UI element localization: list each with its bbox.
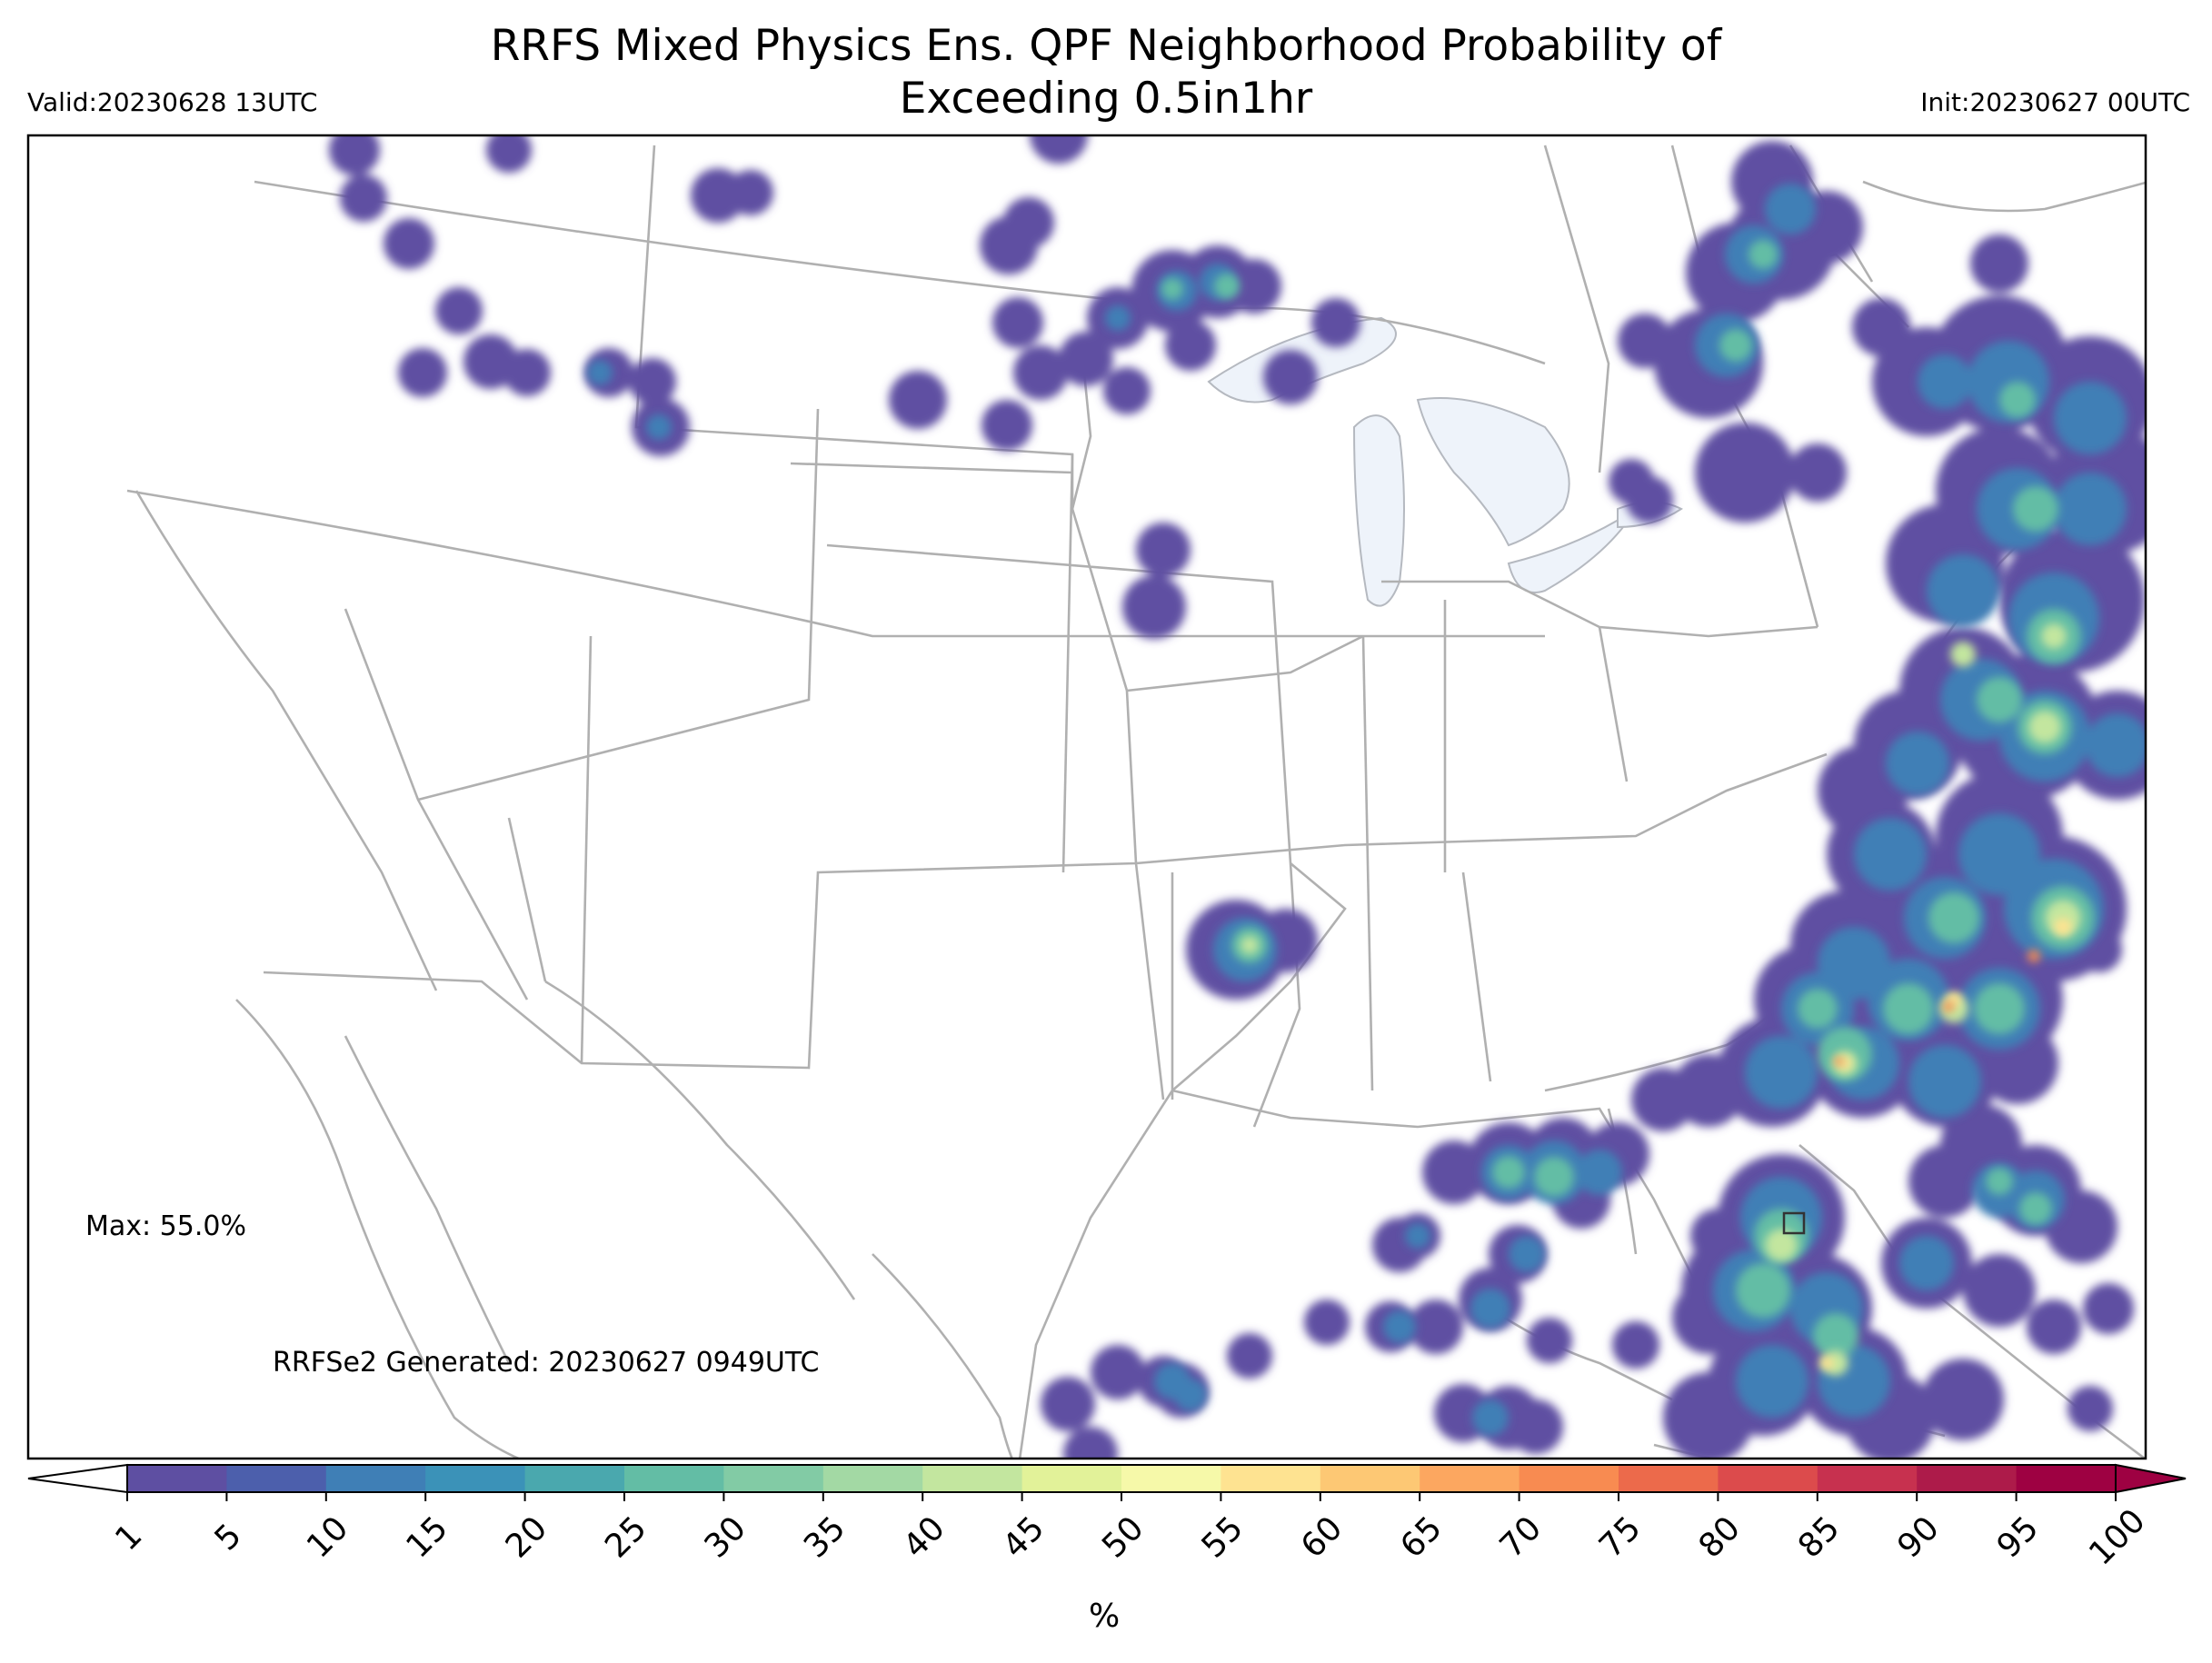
init-time: Init:20230627 00UTC <box>1920 87 2190 117</box>
probability-field <box>329 135 2146 1459</box>
colorbar-segment <box>1917 1465 2018 1492</box>
title-line-2: Exceeding 0.5in1hr <box>899 74 1313 124</box>
colorbar-segment <box>822 1465 923 1492</box>
generated-label: RRFSe2 Generated: 20230627 0949UTC <box>273 1347 820 1379</box>
colorbar-tick-label: 1 <box>108 1517 149 1558</box>
contour-25pct <box>1161 240 2095 1359</box>
map-area <box>28 135 2146 1459</box>
colorbar-segment <box>425 1465 526 1492</box>
colorbar-tick-label: 95 <box>1990 1509 2046 1565</box>
colorbar-tick-label: 20 <box>499 1509 554 1565</box>
colorbar-segment <box>624 1465 724 1492</box>
map-title: RRFS Mixed Physics Ens. QPF Neighborhood… <box>0 20 2212 125</box>
max-location-marker <box>1782 1211 1806 1235</box>
colorbar-segment <box>2016 1465 2117 1492</box>
title-line-1: RRFS Mixed Physics Ens. QPF Neighborhood… <box>490 21 1722 71</box>
colorbar-segment <box>1718 1465 1818 1492</box>
colorbar: 1 5 10 15 20 25 30 35 40 45 50 55 60 65 70 75 80 85 90 95 10… <box>27 1463 2187 1573</box>
colorbar-segment <box>524 1465 625 1492</box>
colorbar-tick-label: 100 <box>2082 1502 2153 1573</box>
colorbar-tick-label: 75 <box>1592 1509 1648 1565</box>
contour-max <box>1834 950 2040 1066</box>
colorbar-tick-label: 55 <box>1195 1509 1250 1565</box>
colorbar-segment <box>1320 1465 1420 1492</box>
colorbar-tick-label: 45 <box>996 1509 1051 1565</box>
colorbar-tick-label: 70 <box>1493 1509 1549 1565</box>
colorbar-segment <box>1619 1465 1719 1492</box>
colorbar-extend-low <box>27 1463 128 1494</box>
colorbar-tick-label: 85 <box>1791 1509 1847 1565</box>
contour-55pct <box>1819 918 2072 1370</box>
colorbar-segment <box>325 1465 426 1492</box>
map-frame <box>26 134 2147 1460</box>
colorbar-tick-label: 90 <box>1890 1509 1946 1565</box>
colorbar-segment <box>1817 1465 1918 1492</box>
colorbar-segment <box>922 1465 1023 1492</box>
colorbar-unit-label: % <box>1089 1598 1121 1635</box>
colorbar-tick-label: 35 <box>797 1509 852 1565</box>
colorbar-segment <box>226 1465 327 1492</box>
colorbar-segment <box>127 1465 227 1492</box>
colorbar-tick-label: 50 <box>1095 1509 1151 1565</box>
colorbar-segment <box>1221 1465 1321 1492</box>
colorbar-tick-label: 60 <box>1294 1509 1350 1565</box>
colorbar-segment <box>1519 1465 1619 1492</box>
colorbar-tick-label: 25 <box>598 1509 653 1565</box>
colorbar-tick-label: 40 <box>896 1509 952 1565</box>
colorbar-tick-label: 30 <box>698 1509 753 1565</box>
colorbar-tick-label: 5 <box>208 1517 249 1558</box>
max-value-label: Max: 55.0% <box>85 1210 246 1242</box>
colorbar-segment <box>1420 1465 1520 1492</box>
colorbar-tick-label: 10 <box>300 1509 355 1565</box>
colorbar-segment <box>723 1465 824 1492</box>
colorbar-segment <box>1021 1465 1122 1492</box>
colorbar-tick-label: 15 <box>399 1509 454 1565</box>
colorbar-extend-high <box>2115 1463 2187 1494</box>
colorbar-segment <box>1121 1465 1221 1492</box>
colorbar-tick-label: 65 <box>1393 1509 1449 1565</box>
valid-time: Valid:20230628 13UTC <box>27 87 318 117</box>
colorbar-tick-label: 80 <box>1692 1509 1748 1565</box>
